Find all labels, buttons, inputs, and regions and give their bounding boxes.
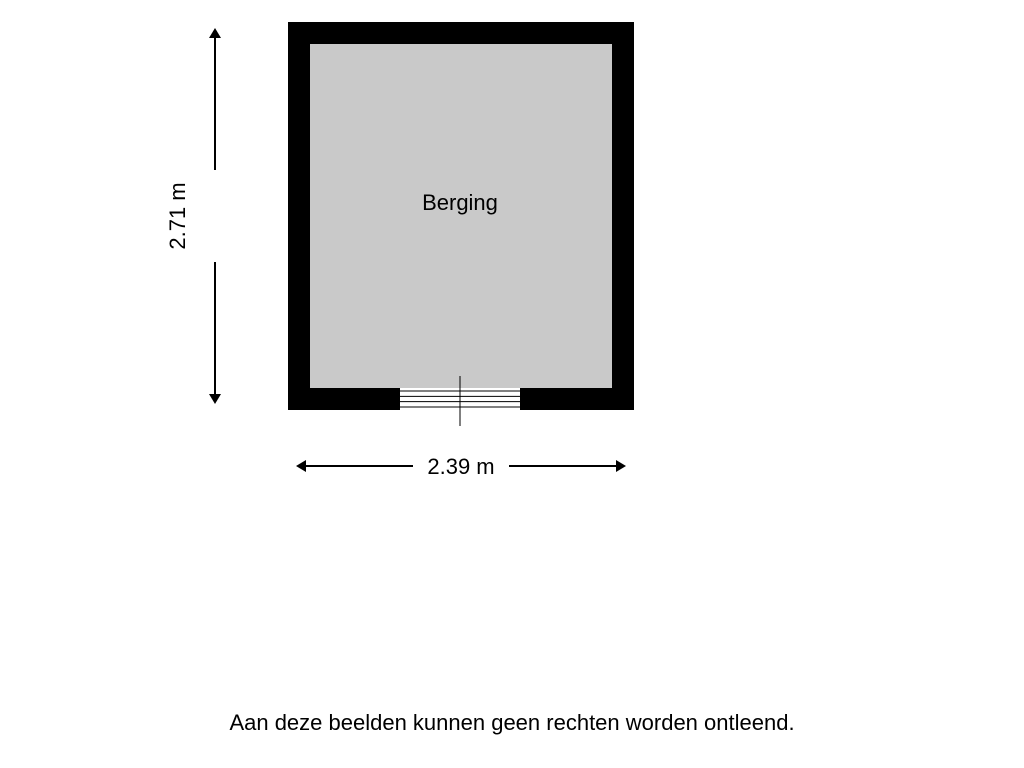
dimension-vertical: 2.71 m xyxy=(165,28,221,404)
room-label: Berging xyxy=(422,190,498,215)
dimension-vertical-label: 2.71 m xyxy=(165,182,190,249)
floorplan-canvas: Berging 2.71 m 2.39 m Aan deze beelden k… xyxy=(0,0,1024,768)
dimension-horizontal-label: 2.39 m xyxy=(427,454,494,479)
disclaimer-text: Aan deze beelden kunnen geen rechten wor… xyxy=(229,710,794,735)
dimension-horizontal: 2.39 m xyxy=(296,454,626,479)
room-floor xyxy=(310,44,612,388)
